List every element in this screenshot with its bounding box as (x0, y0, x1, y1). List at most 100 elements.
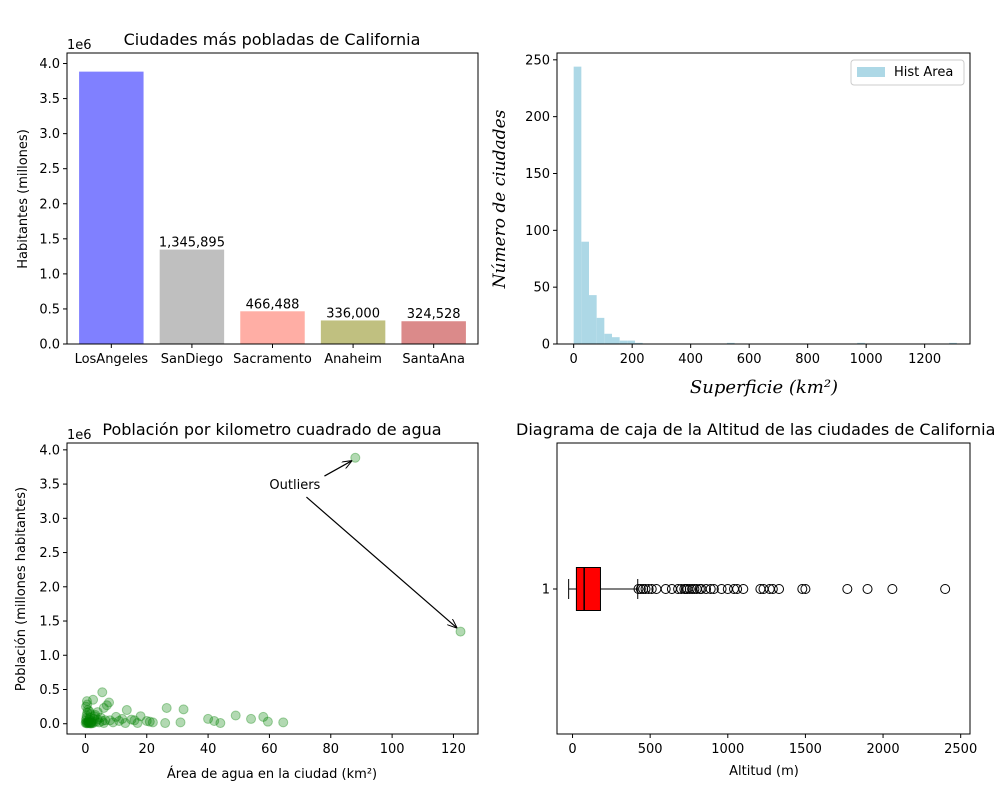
histogram-bar (627, 340, 635, 344)
scatter-point (81, 715, 92, 726)
scatter-point (144, 716, 155, 727)
plot-frame (556, 442, 971, 735)
y-tick-label: 1.0 (39, 649, 60, 664)
scatter-point (85, 709, 96, 720)
plot-frame (66, 442, 479, 735)
flier-point (732, 584, 743, 594)
flier-point (738, 584, 749, 594)
scatter-point (83, 718, 94, 729)
scatter-point (88, 718, 99, 729)
flier-point (842, 584, 853, 594)
scatter-point (160, 718, 171, 729)
scatter-point (215, 718, 226, 729)
bar-chart-ylabel: Habitantes (millones) (16, 129, 31, 269)
scatter-point (95, 712, 106, 723)
scatter-point (85, 712, 96, 723)
scatter-point (84, 706, 95, 717)
x-tick-label: 60 (261, 742, 278, 757)
x-tick-label: 1000 (711, 742, 744, 757)
bar-data-label: 466,488 (246, 297, 300, 312)
scatter-point (258, 711, 269, 722)
x-tick-label: 40 (200, 742, 217, 757)
histogram-plot-area: 0 200 400 600 800 1000 1200 0 50 100 150 200 250 (525, 52, 971, 367)
y-tick-label: 2.0 (39, 580, 60, 595)
scatter-point (87, 715, 98, 726)
histogram-bar (596, 317, 605, 344)
scatter-point (246, 713, 257, 724)
scatter-point (86, 717, 97, 728)
histogram-bar (634, 342, 643, 344)
scatter-point (209, 715, 220, 726)
boxplot-title: Diagrama de caja de la Altitud de las ci… (516, 420, 995, 439)
scatter-point (94, 717, 105, 728)
y-tick-label: 3.5 (39, 92, 60, 107)
scatter-point (117, 713, 128, 724)
flier-point (660, 584, 671, 594)
histogram-bar (619, 340, 628, 344)
bar (79, 71, 144, 344)
scatter-point (83, 716, 94, 727)
flier-point (767, 584, 778, 594)
flier-point (646, 584, 657, 594)
scatter-point (104, 697, 115, 708)
y-tick-label: 2.5 (39, 162, 60, 177)
flier-point (701, 584, 712, 594)
scatter-point (85, 718, 96, 729)
x-tick-label: SanDiego (161, 352, 223, 367)
scatter-point (82, 705, 93, 716)
flier-point (716, 584, 727, 594)
histogram-legend: Hist Area (850, 59, 965, 86)
scatter-point (86, 718, 97, 729)
box (575, 567, 601, 611)
scatter-point (121, 705, 132, 716)
scatter-point (84, 714, 95, 725)
flier-point (800, 584, 811, 594)
x-tick-label: Anaheim (324, 352, 382, 367)
y-tick-label: 250 (525, 53, 550, 68)
flier-point (940, 584, 951, 594)
histogram-ylabel: Número de ciudades (490, 109, 510, 289)
x-tick-label: 1200 (908, 352, 941, 367)
histogram-xlabel: Superficie (km²) (690, 377, 838, 398)
bar (240, 311, 305, 344)
bar-chart-panel: Ciudades más pobladas de California 1e6 … (16, 30, 479, 367)
scatter-point (88, 713, 99, 724)
y-tick-label: 1 (542, 583, 550, 598)
scatter-point (97, 715, 108, 726)
y-tick-label: 2.5 (39, 546, 60, 561)
scatter-point (81, 717, 92, 728)
scatter-point (161, 702, 172, 713)
scatter-point (92, 714, 103, 725)
annotation-label: Outliers (269, 478, 320, 493)
annotation-arrow (306, 496, 456, 627)
scatter-point (81, 710, 92, 721)
boxplot-plot-area: 0 500 1000 1500 2000 2500 1 (542, 442, 977, 757)
y-tick-label: 50 (533, 281, 550, 296)
histogram-bar (588, 295, 597, 344)
scatter-point (455, 626, 466, 637)
scatter-title: Población por kilometro cuadrado de agua (102, 420, 441, 439)
x-tick-label: 800 (795, 352, 820, 367)
boxplot-xlabel: Altitud (m) (729, 764, 799, 779)
y-tick-label: 0.0 (39, 338, 60, 353)
flier-point (887, 584, 898, 594)
x-tick-label: 1000 (850, 352, 883, 367)
flier-point (643, 584, 654, 594)
scatter-point (82, 717, 93, 728)
bar-chart-y-offset: 1e6 (67, 38, 92, 53)
bar (401, 321, 466, 344)
y-tick-label: 4.0 (39, 57, 60, 72)
x-tick-label: SantaAna (402, 352, 465, 367)
scatter-ylabel: Población (millones habitantes) (14, 487, 29, 691)
histogram-bar (604, 333, 612, 344)
x-tick-label: 400 (678, 352, 703, 367)
bar-data-label: 336,000 (326, 306, 380, 321)
x-tick-label: 80 (323, 742, 340, 757)
scatter-point (81, 701, 92, 712)
boxplot-panel: Diagrama de caja de la Altitud de las ci… (516, 420, 995, 779)
x-tick-label: 20 (138, 742, 155, 757)
scatter-point (135, 711, 146, 722)
y-tick-label: 200 (525, 110, 550, 125)
flier-point (684, 584, 695, 594)
